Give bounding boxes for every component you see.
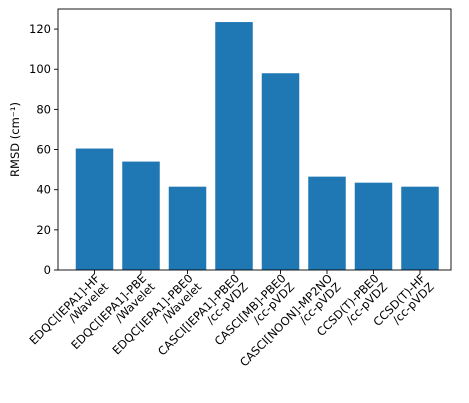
bar-4 xyxy=(261,73,300,270)
x-axis: EDQC[IEPA1]-HF/WaveletEDQC[IEPA1]-PBE/Wa… xyxy=(27,270,437,369)
y-tick-label-2: 40 xyxy=(36,183,51,197)
bars-group xyxy=(75,22,439,270)
bar-5 xyxy=(308,176,346,270)
bar-3 xyxy=(215,22,253,270)
y-tick-label-4: 80 xyxy=(36,102,51,116)
bar-6 xyxy=(354,182,393,270)
y-axis: 0 20 40 60 80 100 120 xyxy=(29,22,58,277)
y-tick-label-0: 0 xyxy=(44,263,51,277)
bar-7 xyxy=(401,186,439,270)
y-tick-label-3: 60 xyxy=(36,143,51,157)
y-tick-label-5: 100 xyxy=(29,62,51,76)
y-tick-label-1: 20 xyxy=(36,223,51,237)
bar-2 xyxy=(168,186,207,270)
bar-1 xyxy=(122,161,160,270)
y-tick-label-6: 120 xyxy=(29,22,51,36)
bar-0 xyxy=(75,148,114,270)
plot-frame xyxy=(57,8,452,271)
y-axis-label: RMSD (cm⁻¹) xyxy=(8,102,22,177)
